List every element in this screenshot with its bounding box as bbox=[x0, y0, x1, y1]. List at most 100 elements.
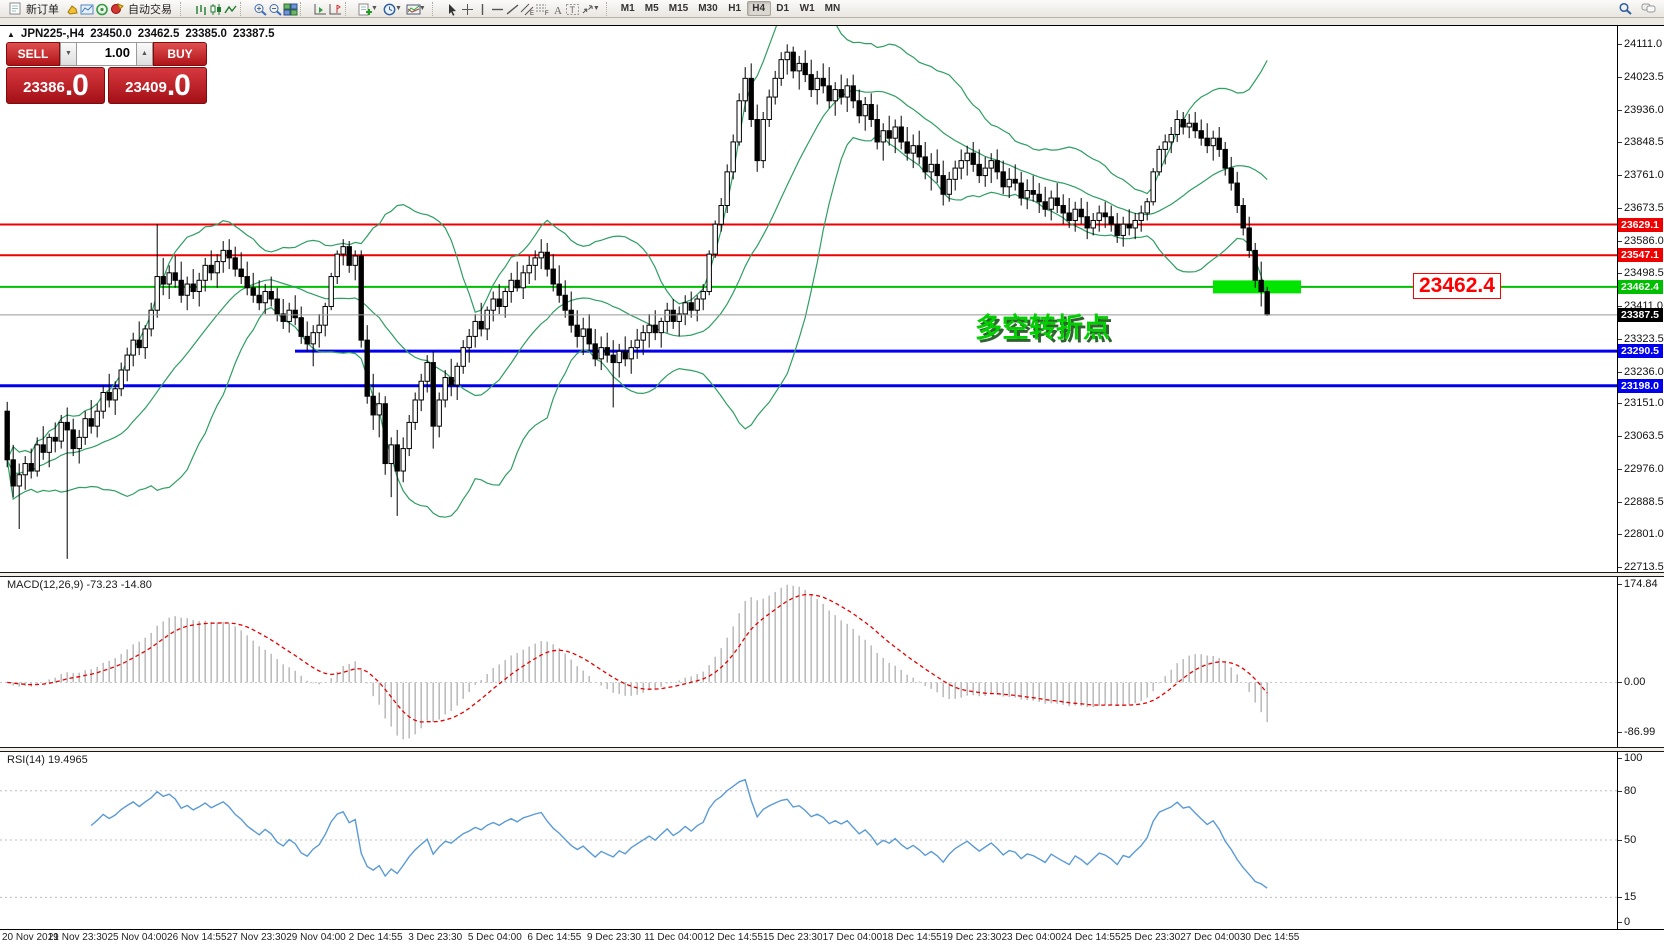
trendline-icon[interactable] bbox=[502, 2, 519, 15]
buy-button[interactable]: BUY bbox=[153, 42, 207, 66]
zoom-out-icon[interactable] bbox=[265, 2, 282, 16]
new-order-icon bbox=[8, 2, 23, 15]
time-axis-label: 30 Dec 14:55 bbox=[1239, 932, 1300, 943]
time-axis-label: 23 Dec 04:00 bbox=[1001, 932, 1061, 943]
horizontal-line-icon[interactable] bbox=[487, 2, 503, 15]
timeframe-button-m1[interactable]: M1 bbox=[620, 3, 635, 14]
timeframe-button-h1[interactable]: H1 bbox=[728, 3, 742, 14]
market-watch-icon[interactable] bbox=[77, 2, 94, 15]
rsi-tick-label: 0 bbox=[1624, 916, 1631, 928]
autotrading-button[interactable]: 自动交易 bbox=[107, 0, 175, 18]
community-chat-icon[interactable] bbox=[1641, 2, 1656, 15]
line-chart-icon[interactable] bbox=[220, 2, 237, 15]
price-tick-label: 22801.0 bbox=[1624, 528, 1664, 541]
fibonacci-icon[interactable]: F bbox=[532, 2, 549, 16]
collapse-icon[interactable]: ▲ bbox=[7, 29, 15, 39]
period-caret[interactable]: ▼ bbox=[394, 5, 402, 12]
crosshair-icon[interactable] bbox=[457, 2, 473, 15]
arrows-caret[interactable]: ▼ bbox=[592, 5, 600, 12]
volume-input[interactable]: 1.00 bbox=[77, 42, 136, 66]
template-icon[interactable] bbox=[403, 2, 421, 15]
main-plot[interactable]: ▲ JPN225-,H4 23450.0 23462.5 23385.0 233… bbox=[0, 26, 1617, 572]
time-axis-label: 3 Dec 23:30 bbox=[408, 932, 463, 943]
current-price-tag: 23387.5 bbox=[1618, 307, 1663, 322]
pane-separator[interactable] bbox=[0, 572, 1664, 577]
time-axis-label: 17 Dec 04:00 bbox=[822, 932, 883, 943]
price-tick-dash bbox=[1618, 338, 1622, 340]
price-tick-label: 23063.5 bbox=[1624, 430, 1664, 443]
price-tick-dash bbox=[1618, 240, 1622, 242]
candlestick-chart-icon[interactable] bbox=[205, 2, 221, 15]
auto-scroll-icon[interactable] bbox=[310, 2, 326, 15]
volume-up-button[interactable]: ▲ bbox=[136, 42, 153, 66]
timeframe-button-m5[interactable]: M5 bbox=[644, 3, 659, 14]
timeframe-button-m15[interactable]: M15 bbox=[668, 3, 689, 14]
period-clock-icon[interactable] bbox=[379, 2, 396, 16]
signals-icon[interactable] bbox=[92, 2, 108, 16]
price-level-tag: 23290.5 bbox=[1618, 344, 1663, 359]
sell-button[interactable]: SELL bbox=[6, 42, 60, 66]
rsi-tick-dash bbox=[1618, 758, 1622, 759]
macd-axis: 174.84 0.00 -86.99 bbox=[1617, 577, 1664, 747]
rsi-tick-dash bbox=[1618, 922, 1622, 923]
time-axis-label: 18 Dec 14:55 bbox=[882, 932, 942, 943]
price-tick-dash bbox=[1618, 306, 1622, 308]
rsi-tick-label: 15 bbox=[1624, 891, 1637, 904]
template-caret[interactable]: ▼ bbox=[418, 5, 426, 12]
zoom-in-icon[interactable] bbox=[250, 2, 267, 16]
time-axis-label: 5 Dec 04:00 bbox=[467, 932, 522, 943]
svg-text:F: F bbox=[545, 11, 549, 16]
price-tick-label: 23236.0 bbox=[1624, 365, 1664, 378]
price-tick-dash bbox=[1618, 273, 1622, 275]
arrows-icon[interactable] bbox=[577, 2, 593, 15]
history-center-icon[interactable] bbox=[62, 2, 78, 15]
price-level-tag: 23547.1 bbox=[1618, 248, 1663, 263]
price-tick-label: 23498.5 bbox=[1624, 267, 1664, 280]
macd-tick-label: -86.99 bbox=[1624, 725, 1656, 738]
price-tick-label: 23936.0 bbox=[1624, 103, 1664, 116]
text-icon[interactable]: A bbox=[547, 2, 562, 16]
time-axis-label: 9 Dec 23:30 bbox=[587, 932, 641, 943]
buy-price-panel[interactable]: 23409 .0 bbox=[108, 67, 207, 104]
time-axis-label: 15 Dec 23:30 bbox=[763, 932, 823, 943]
autotrading-icon bbox=[110, 2, 125, 15]
pane-separator-2[interactable] bbox=[0, 747, 1664, 752]
add-indicator-caret[interactable]: ▼ bbox=[371, 5, 378, 12]
macd-tick-dash bbox=[1618, 584, 1622, 585]
time-axis-label: 19 Dec 23:30 bbox=[941, 932, 1002, 943]
timeframe-button-d1[interactable]: D1 bbox=[776, 3, 790, 14]
timeframe-group: M1 M5 M15 M30 H1 H4 D1 W1 MN bbox=[613, 0, 848, 17]
macd-tick-dash bbox=[1618, 731, 1622, 733]
rsi-tick-label: 100 bbox=[1624, 752, 1643, 764]
volume-down-button[interactable]: ▼ bbox=[60, 42, 77, 66]
cursor-icon[interactable] bbox=[442, 2, 457, 16]
macd-plot[interactable]: MACD(12,26,9) -73.23 -14.80 bbox=[0, 577, 1617, 747]
price-tick-dash bbox=[1618, 468, 1622, 470]
text-label-icon[interactable]: T bbox=[562, 2, 579, 15]
time-axis[interactable]: 20 Nov 2019 21 Nov 23:30 25 Nov 04:00 26 No… bbox=[0, 929, 1664, 946]
rsi-plot[interactable]: RSI(14) 19.4965 bbox=[0, 752, 1617, 929]
bar-chart-icon[interactable] bbox=[190, 2, 206, 15]
buy-price-int: 23409 bbox=[125, 79, 167, 96]
chart-shift-icon[interactable] bbox=[325, 2, 341, 15]
macd-pane: MACD(12,26,9) -73.23 -14.80 174.84 0.00 -8… bbox=[0, 577, 1664, 747]
equidistant-channel-icon[interactable]: E bbox=[517, 2, 534, 16]
time-axis-label: 29 Nov 04:00 bbox=[286, 932, 346, 943]
time-axis-label: 20 Nov 2019 bbox=[2, 932, 59, 943]
svg-text:T: T bbox=[569, 5, 575, 15]
tile-windows-icon[interactable] bbox=[280, 2, 298, 16]
new-order-button[interactable]: 新订单 bbox=[5, 0, 62, 18]
new-order-label: 新订单 bbox=[26, 3, 59, 16]
vertical-line-icon[interactable] bbox=[472, 2, 487, 15]
ohlc-high: 23462.5 bbox=[137, 28, 180, 40]
timeframe-button-m30[interactable]: M30 bbox=[698, 3, 718, 14]
search-icon[interactable] bbox=[1618, 2, 1633, 15]
timeframe-button-w1[interactable]: W1 bbox=[799, 3, 815, 14]
sell-price-panel[interactable]: 23386 .0 bbox=[6, 67, 105, 104]
time-axis-label: 25 Nov 04:00 bbox=[107, 932, 167, 943]
price-axis[interactable]: 24111.0 24023.5 23936.0 23848.5 23761.0 23673… bbox=[1617, 26, 1664, 573]
add-indicator-icon[interactable] bbox=[355, 2, 372, 16]
price-tick-label: 23673.5 bbox=[1624, 201, 1664, 214]
timeframe-button-mn[interactable]: MN bbox=[824, 3, 841, 14]
timeframe-button-h4[interactable]: H4 bbox=[746, 1, 771, 16]
